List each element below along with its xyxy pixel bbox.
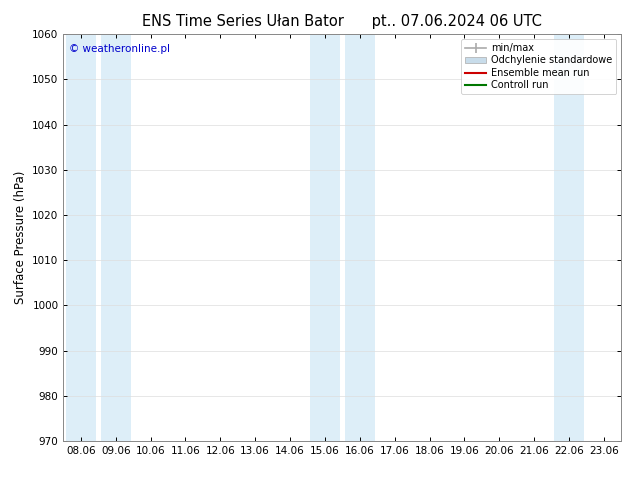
- Text: © weatheronline.pl: © weatheronline.pl: [69, 45, 170, 54]
- Legend: min/max, Odchylenie standardowe, Ensemble mean run, Controll run: min/max, Odchylenie standardowe, Ensembl…: [461, 39, 616, 94]
- Title: ENS Time Series Ułan Bator      pt.. 07.06.2024 06 UTC: ENS Time Series Ułan Bator pt.. 07.06.20…: [143, 14, 542, 29]
- Bar: [101, 34, 131, 441]
- Bar: [310, 34, 340, 441]
- Bar: [554, 34, 584, 441]
- Bar: [345, 34, 375, 441]
- Y-axis label: Surface Pressure (hPa): Surface Pressure (hPa): [14, 171, 27, 304]
- Bar: [66, 34, 96, 441]
